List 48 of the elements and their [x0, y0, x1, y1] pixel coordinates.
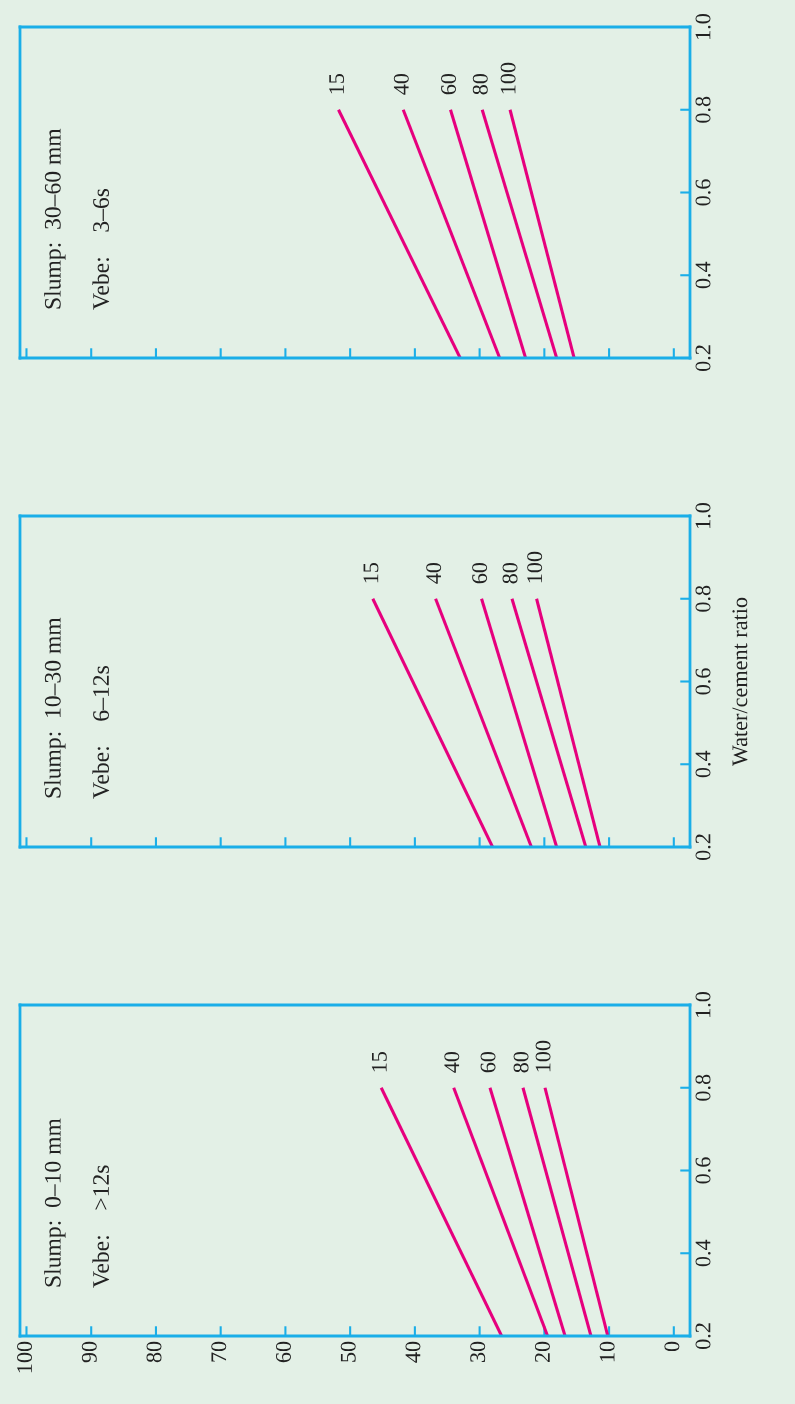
text: 40 — [444, 1051, 460, 1073]
y-tick-label: 0.6 — [695, 1157, 711, 1184]
x-tick-label: 10 — [599, 1341, 615, 1362]
annotation: Vebe: 3–6s — [92, 188, 110, 310]
y-tick-label: 0.2 — [695, 834, 711, 861]
x-tick-label: 0 — [664, 1341, 680, 1352]
text: 15 — [329, 73, 345, 94]
annotation: Vebe: >12s — [92, 1165, 110, 1288]
y-tick-label: 0.2 — [695, 1323, 711, 1350]
x-tick-label: 20 — [534, 1341, 550, 1363]
y-tick-label: 0.6 — [695, 668, 711, 695]
y-tick-label: 0.2 — [695, 345, 711, 372]
annotation: Slump: 30–60 mm — [44, 128, 66, 309]
text: 60 — [480, 1051, 496, 1073]
text: 80 — [513, 1051, 529, 1073]
x-tick-label: 50 — [340, 1341, 356, 1362]
text: 15 — [363, 562, 379, 583]
y-axis-title: Water/cement ratio — [732, 597, 748, 767]
y-tick-label: 0.8 — [695, 585, 711, 612]
text: 60 — [441, 73, 457, 95]
y-tick-label: 0.8 — [695, 1074, 711, 1101]
y-tick-label: 1.0 — [695, 13, 711, 39]
text: 100 — [527, 551, 543, 583]
x-tick-label: 60 — [275, 1341, 291, 1363]
annotation: Slump: 0–10 mm — [44, 1118, 66, 1287]
text: 80 — [502, 562, 518, 584]
x-tick-label: 40 — [405, 1341, 421, 1363]
text: 100 — [500, 62, 516, 94]
text: 80 — [472, 73, 488, 95]
y-tick-label: 0.4 — [695, 1239, 711, 1267]
annotation: Vebe: 6–12s — [92, 666, 110, 799]
x-tick-label: 80 — [146, 1341, 162, 1363]
y-tick-label: 0.8 — [695, 96, 711, 123]
text: 60 — [472, 562, 488, 584]
text: 40 — [393, 73, 409, 95]
text: 100 — [535, 1040, 551, 1072]
annotation: Slump: 10–30 mm — [44, 617, 66, 798]
x-tick-label: 100 — [17, 1341, 33, 1373]
y-tick-label: 0.6 — [695, 179, 711, 206]
text: 40 — [426, 562, 442, 584]
y-tick-label: 1.0 — [695, 991, 711, 1017]
x-tick-label: 90 — [81, 1341, 97, 1363]
x-tick-label: 30 — [470, 1341, 486, 1363]
x-tick-label: 70 — [211, 1341, 227, 1362]
text: 15 — [371, 1051, 387, 1072]
y-tick-label: 1.0 — [695, 502, 711, 528]
y-tick-label: 0.4 — [695, 750, 711, 778]
y-tick-label: 0.4 — [695, 261, 711, 289]
